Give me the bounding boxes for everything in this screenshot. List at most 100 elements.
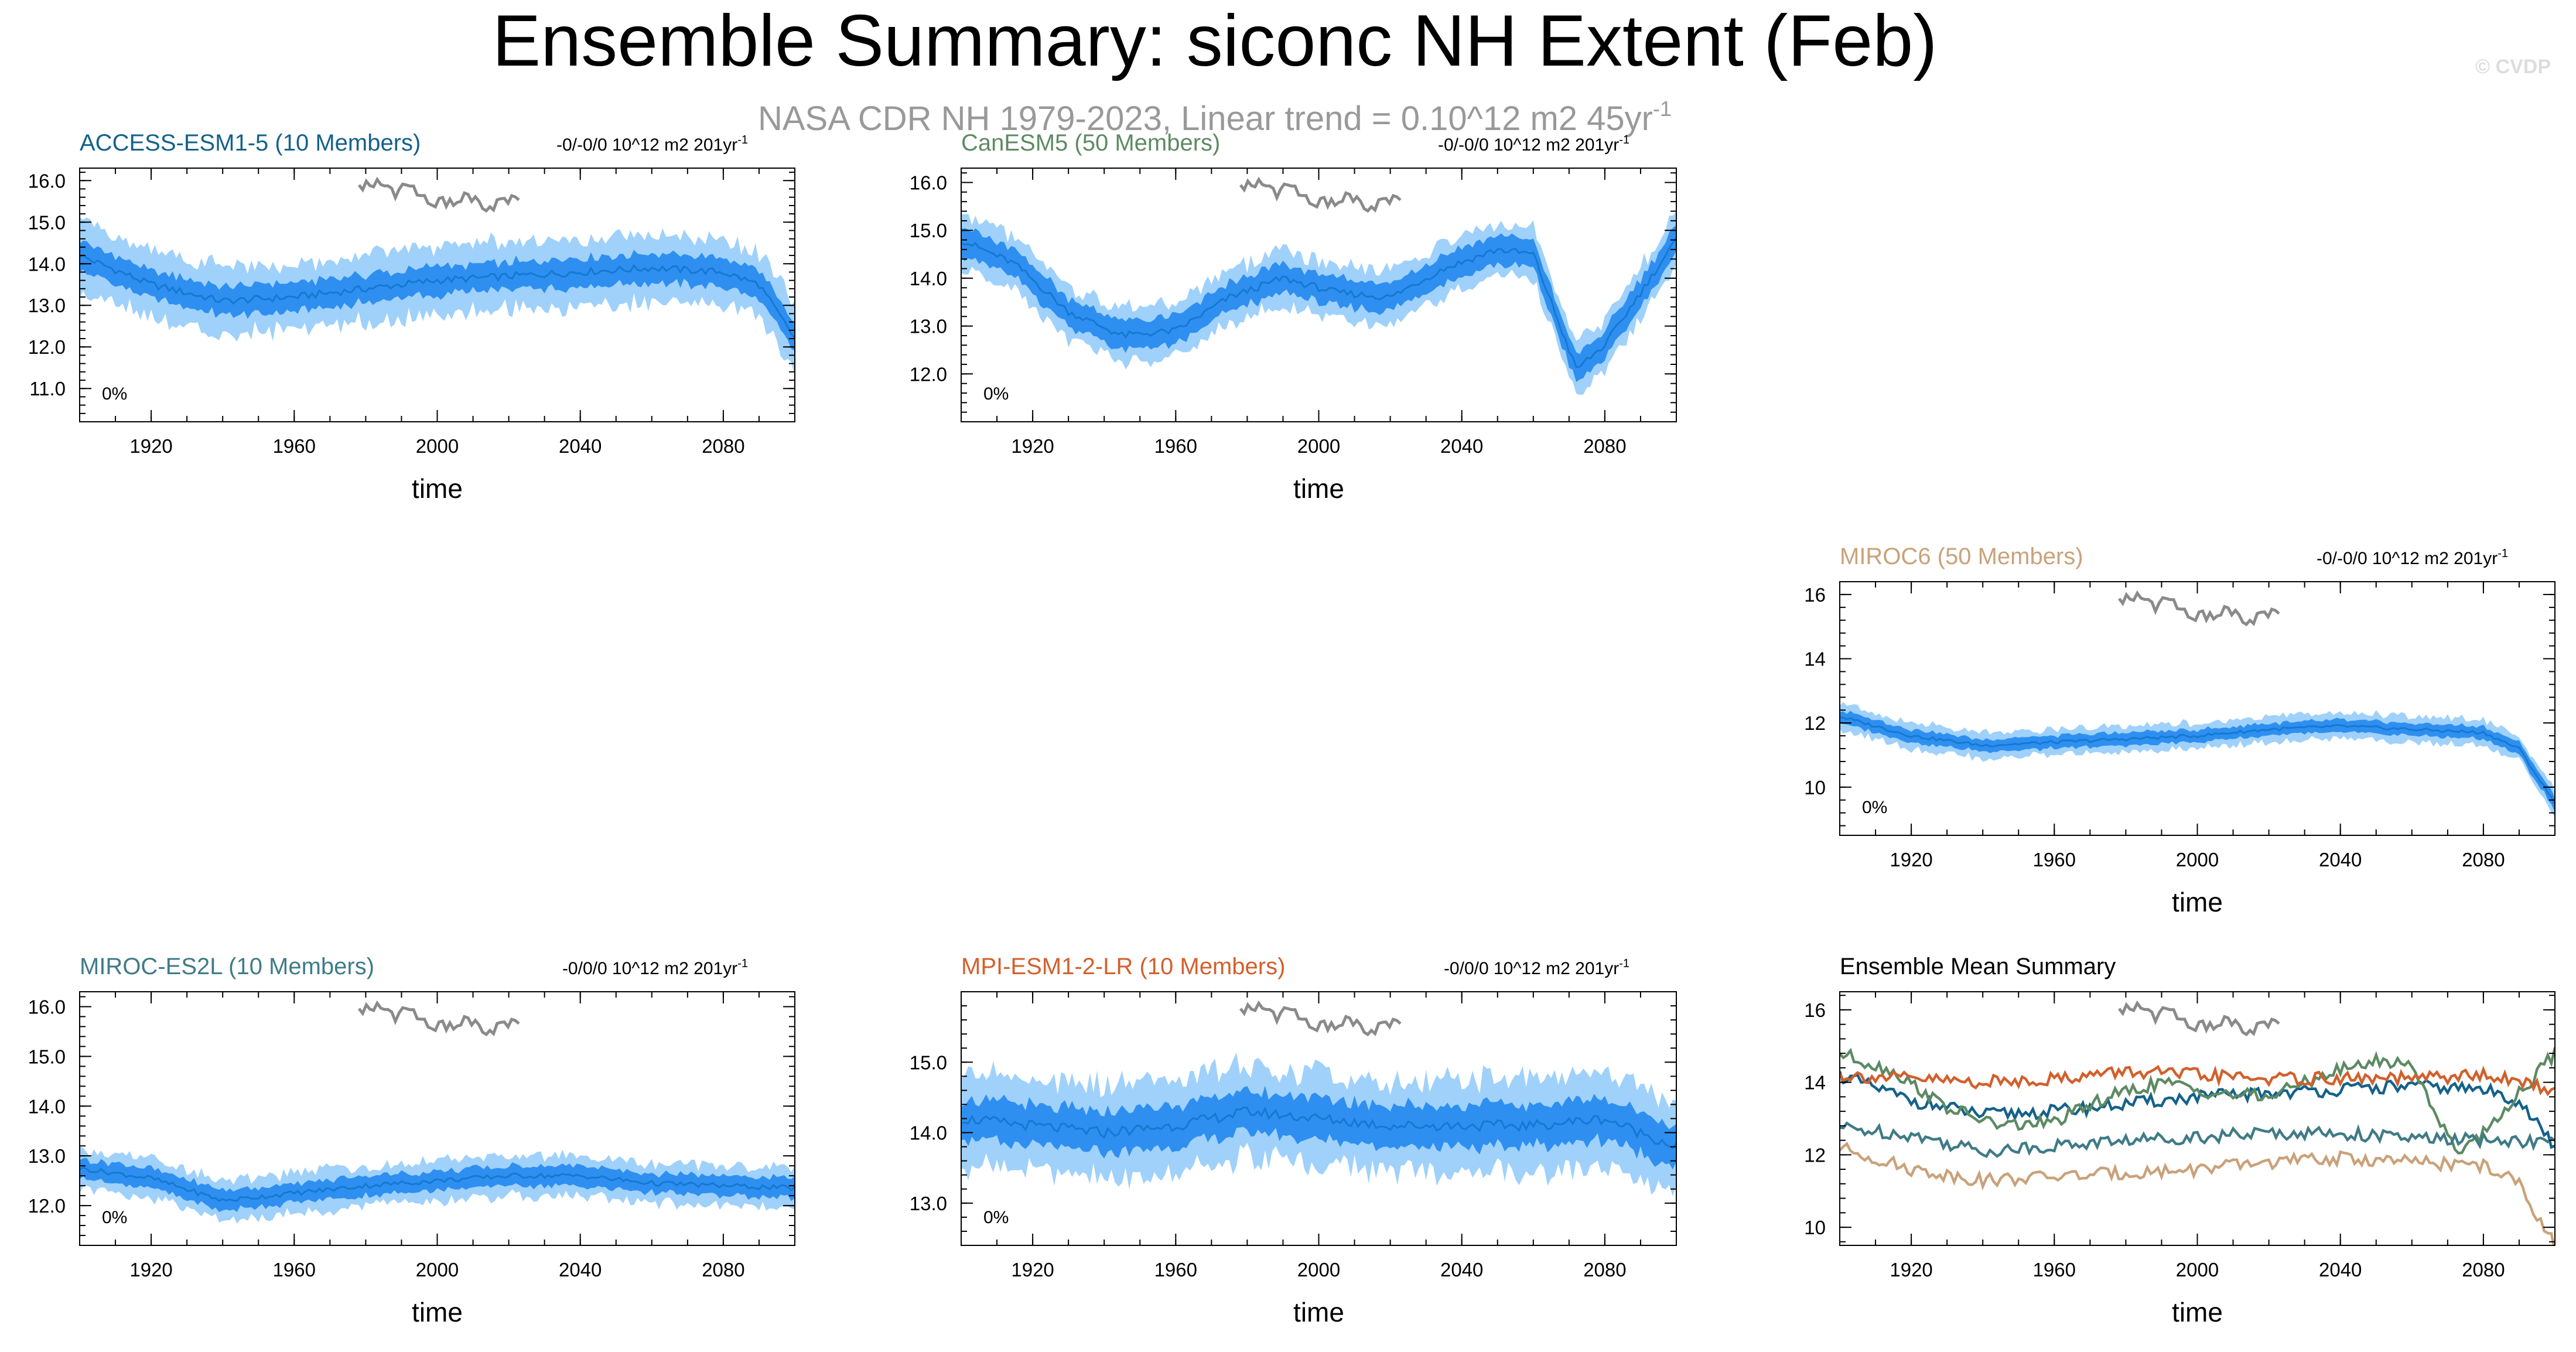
plot-area [961,1052,1676,1196]
y-tick-label: 12 [1804,1144,1826,1166]
x-tick-label: 2000 [2176,1259,2219,1281]
x-tick-label: 2080 [1583,435,1626,457]
plot-area [961,211,1676,395]
y-tick-label: 14 [1804,648,1826,670]
x-tick-label: 2080 [702,1259,744,1281]
chart-panel-3: MIROC6 (50 Members) -0/-0/0 10^12 m2 201y… [1804,544,2555,917]
panel-title: MIROC-ES2L (10 Members) [80,954,374,979]
y-tick-label: 12.0 [28,336,66,358]
y-tick-label: 14.0 [28,1095,66,1117]
x-axis-label: time [1293,1297,1344,1327]
y-tick-label: 14.0 [28,253,66,275]
chart-panel-1: ACCESS-ESM1-5 (10 Members) -0/-0/0 10^12 … [28,130,795,504]
observations-line [358,176,520,213]
panel-title: Ensemble Mean Summary [1840,954,2116,979]
trend-label: -0/0/0 10^12 m2 201yr-1 [562,957,748,978]
observations-line [1239,1000,1402,1037]
x-tick-label: 2080 [2462,1259,2505,1281]
figure-subtitle: NASA CDR NH 1979-2023, Linear trend = 0.… [758,97,1672,138]
plot-area [1840,702,2555,817]
x-tick-label: 1960 [1154,435,1197,457]
series-line-canesm5 [1840,1047,2555,1155]
y-tick-label: 12 [1804,712,1826,734]
percent-label: 0% [1862,798,1887,817]
x-tick-label: 2000 [1297,1259,1340,1281]
y-tick-label: 13.0 [28,1145,66,1167]
percent-label: 0% [983,384,1009,404]
x-axis-label: time [2172,887,2223,917]
panel-title: MPI-ESM1-2-LR (10 Members) [961,954,1285,979]
x-tick-label: 1960 [273,1259,316,1281]
panels-container: ACCESS-ESM1-5 (10 Members) -0/-0/0 10^12 … [28,130,2555,1327]
panel-title: ACCESS-ESM1-5 (10 Members) [80,130,421,156]
plot-area [1840,1047,2555,1245]
percent-label: 0% [983,1208,1009,1227]
y-tick-label: 12.0 [28,1195,66,1217]
ensemble-spread-band [961,1085,1676,1170]
observations-line [358,1000,520,1037]
chart-panel-6: Ensemble Mean Summary 10 12 14 16 1920 1960 200… [1804,954,2555,1327]
ensemble-range-band [1840,702,2555,817]
chart-panel-5: MPI-ESM1-2-LR (10 Members) -0/0/0 10^12 m… [910,954,1677,1327]
y-tick-label: 11.0 [29,378,66,400]
watermark: © CVDP [2475,56,2551,78]
panel-title: MIROC6 (50 Members) [1840,544,2083,569]
y-tick-label: 16 [1804,584,1826,606]
y-tick-label: 13.0 [910,1193,947,1214]
x-tick-label: 2040 [1440,1259,1483,1281]
observations-line [1239,176,1402,213]
x-tick-label: 1920 [1011,1259,1054,1281]
x-tick-label: 1920 [129,435,172,457]
y-tick-label: 14 [1804,1072,1826,1094]
series-line-miroc-es2l [1840,1121,2555,1158]
y-tick-label: 12.0 [910,363,947,385]
x-tick-label: 2040 [2319,849,2362,870]
x-tick-label: 2080 [2462,849,2505,870]
y-tick-label: 14.0 [910,1122,947,1144]
ensemble-spread-band [961,225,1676,383]
x-axis-label: time [2172,1297,2223,1327]
x-tick-label: 2040 [559,1259,602,1281]
series-line-miroc6 [1840,1142,2555,1245]
y-tick-label: 16.0 [28,996,66,1018]
chart-panel-4: MIROC-ES2L (10 Members) -0/0/0 10^12 m2 2… [28,954,795,1327]
x-tick-label: 1920 [1890,849,1932,870]
ensemble-mean-line [80,1166,795,1202]
percent-label: 0% [102,384,127,404]
x-tick-label: 2040 [2319,1259,2362,1281]
y-tick-label: 13.0 [28,295,66,316]
y-tick-label: 16.0 [28,170,66,192]
y-tick-label: 15.0 [910,1051,947,1073]
percent-label: 0% [102,1208,127,1227]
trend-label: -0/-0/0 10^12 m2 201yr-1 [556,134,748,155]
y-tick-label: 16.0 [910,172,947,194]
trend-label: -0/-0/0 10^12 m2 201yr-1 [1438,134,1629,155]
x-axis-label: time [412,1297,463,1327]
figure-title: Ensemble Summary: siconc NH Extent (Feb) [493,1,1938,81]
y-tick-label: 15.0 [28,211,66,233]
observations-line [2118,590,2280,627]
x-axis-label: time [412,473,463,504]
y-tick-label: 14.0 [910,268,947,289]
y-tick-label: 15.0 [910,220,947,241]
x-tick-label: 2000 [416,1259,459,1281]
x-tick-label: 2040 [559,435,602,457]
x-tick-label: 2040 [1440,435,1483,457]
trend-label: -0/0/0 10^12 m2 201yr-1 [1444,957,1629,978]
x-tick-label: 2080 [702,435,744,457]
series-line-mpi-esm1-2-lr [1840,1064,2555,1097]
x-tick-label: 2000 [416,435,459,457]
x-tick-label: 1920 [1890,1259,1932,1281]
chart-panel-2: CanESM5 (50 Members) -0/-0/0 10^12 m2 201… [910,130,1677,504]
ensemble-mean-line [80,254,795,339]
y-tick-label: 13.0 [910,316,947,337]
x-tick-label: 1960 [2033,849,2076,870]
y-tick-label: 10 [1804,777,1826,798]
x-axis-label: time [1293,473,1344,504]
y-tick-label: 15.0 [28,1046,66,1067]
x-tick-label: 1960 [2033,1259,2076,1281]
ensemble-mean-line [961,1106,1676,1149]
x-tick-label: 1960 [273,435,316,457]
ensemble-mean-line [961,237,1676,368]
